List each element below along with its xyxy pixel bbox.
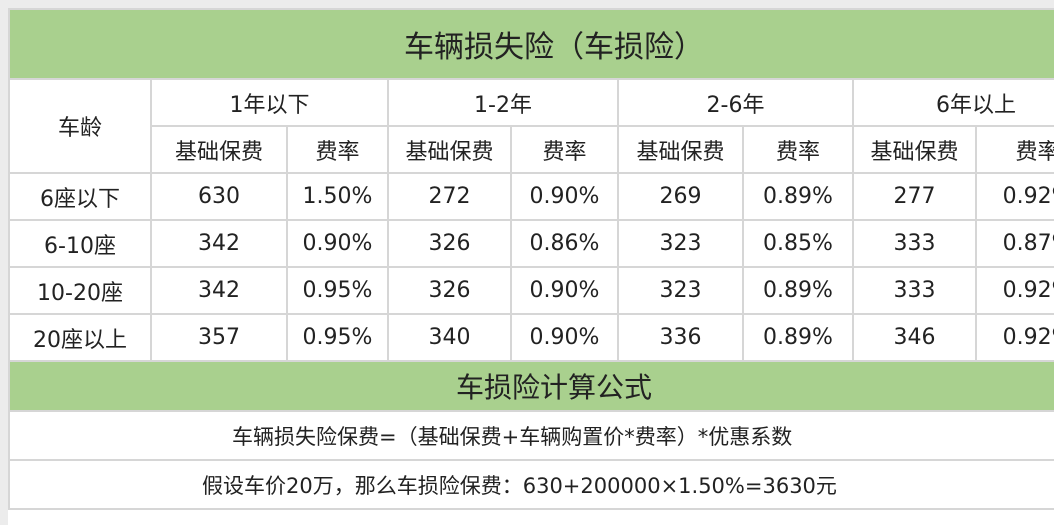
- group-header: 1年以下: [150, 78, 389, 127]
- table-cell: 326: [387, 266, 512, 315]
- sub-header: 基础保费: [617, 125, 744, 174]
- table-cell: 0.89%: [742, 266, 854, 315]
- premium-table: 车辆损失险（车损险） 车龄 1年以下 1-2年 2-6年 6年以上 基础保费 费率 基础保费 费率…: [8, 8, 1054, 510]
- table-cell: 1.50%: [286, 172, 389, 221]
- table-cell: 0.92%: [974, 172, 1054, 221]
- formula-text: 车辆损失险保费=（基础保费+车辆购置价*费率）*优惠系数: [8, 410, 1054, 461]
- row-header: 车龄: [8, 78, 152, 174]
- table-cell: 323: [617, 219, 744, 268]
- table-cell: 630: [150, 172, 288, 221]
- sub-header: 基础保费: [387, 125, 512, 174]
- table-cell: 0.86%: [510, 219, 619, 268]
- table-row: 车龄 1年以下 1-2年 2-6年 6年以上: [8, 78, 1054, 174]
- table-cell: 336: [617, 313, 744, 362]
- table-cell: 269: [617, 172, 744, 221]
- table-cell: 0.92%: [974, 313, 1054, 362]
- table-cell: 0.95%: [286, 266, 389, 315]
- table-cell: 333: [852, 219, 977, 268]
- table-cell: 0.90%: [510, 313, 619, 362]
- table-cell: 323: [617, 266, 744, 315]
- row-label: 20座以上: [8, 313, 152, 362]
- sub-header: 基础保费: [150, 125, 288, 174]
- table-cell: 342: [150, 266, 288, 315]
- table-cell: 326: [387, 219, 512, 268]
- table-cell: 342: [150, 219, 288, 268]
- sub-header: 基础保费: [852, 125, 977, 174]
- sub-header: 费率: [742, 125, 854, 174]
- formula-title: 车损险计算公式: [8, 360, 1054, 412]
- group-header: 1-2年: [387, 78, 619, 127]
- table-cell: 0.90%: [510, 266, 619, 315]
- table-cell: 357: [150, 313, 288, 362]
- sub-header: 费率: [974, 125, 1054, 174]
- table-cell: 272: [387, 172, 512, 221]
- row-label: 6座以下: [8, 172, 152, 221]
- table-cell: 0.95%: [286, 313, 389, 362]
- table-cell: 346: [852, 313, 977, 362]
- row-label: 10-20座: [8, 266, 152, 315]
- row-label: 6-10座: [8, 219, 152, 268]
- table-row: 车辆损失险（车损险）: [8, 8, 1054, 80]
- table-cell: 0.89%: [742, 313, 854, 362]
- table-row: 车损险计算公式: [8, 360, 1054, 412]
- table-row: 基础保费费率基础保费费率基础保费费率基础保费费率: [9, 125, 1054, 174]
- table-cell: 0.92%: [974, 266, 1054, 315]
- table-cell: 0.90%: [286, 219, 389, 268]
- table-cell: 0.85%: [742, 219, 854, 268]
- table-row: 假设车价20万，那么车损险保费：630+200000×1.50%=3630元: [8, 459, 1054, 510]
- sub-header: 费率: [510, 125, 619, 174]
- table-cell: 0.89%: [742, 172, 854, 221]
- table-cell: 333: [852, 266, 977, 315]
- table-cell: 277: [852, 172, 977, 221]
- example-text: 假设车价20万，那么车损险保费：630+200000×1.50%=3630元: [8, 459, 1054, 510]
- table-container: 车辆损失险（车损险） 车龄 1年以下 1-2年 2-6年 6年以上 基础保费 费率 基础保费 费率…: [8, 8, 1054, 525]
- table-cell: 0.87%: [974, 219, 1054, 268]
- group-header: 2-6年: [617, 78, 854, 127]
- sub-header: 费率: [286, 125, 389, 174]
- table-cell: 340: [387, 313, 512, 362]
- table-cell: 0.90%: [510, 172, 619, 221]
- table-row: 车辆损失险保费=（基础保费+车辆购置价*费率）*优惠系数: [8, 410, 1054, 461]
- group-header: 6年以上: [851, 78, 1054, 127]
- table-title: 车辆损失险（车损险）: [8, 8, 1054, 80]
